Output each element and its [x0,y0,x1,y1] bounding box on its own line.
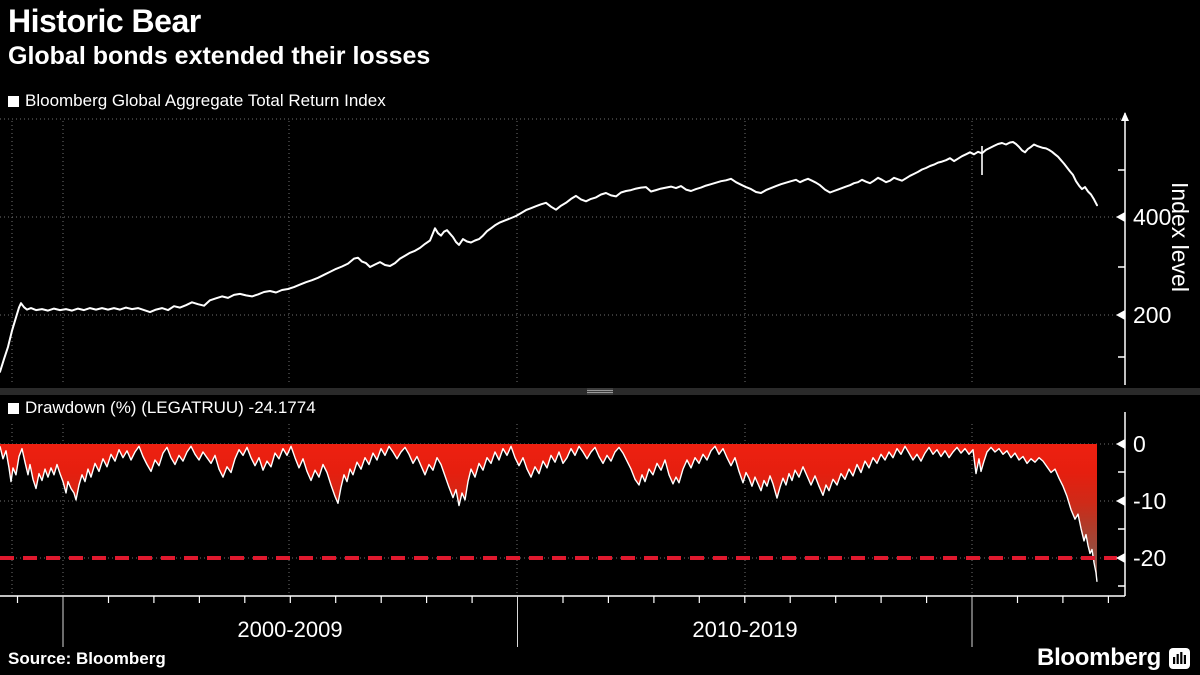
ytick-400: 400 [1133,204,1172,230]
xaxis-label-2000s: 2000-2009 [237,617,343,642]
source-note: Source: Bloomberg [8,649,166,668]
ytick-0: 0 [1133,431,1146,457]
panel-divider-handle[interactable] [587,388,613,395]
page-subtitle: Global bonds extended their losses [8,42,431,70]
top-legend-label: Bloomberg Global Aggregate Total Return … [25,91,386,110]
ytick-200: 200 [1133,302,1172,328]
bottom-panel-legend: Drawdown (%) (LEGATRUU) -24.1774 [8,398,316,418]
ytick-minus20: -20 [1133,545,1167,571]
ytick-minus10: -10 [1133,488,1167,514]
legend-swatch-icon [8,95,19,107]
bloomberg-logo: Bloomberg [1037,644,1190,672]
index-line [0,141,1098,373]
bottom-legend-label: Drawdown (%) (LEGATRUU) -24.1774 [25,398,316,417]
xaxis-label-2010s: 2010-2019 [692,617,798,642]
drawdown-line [0,445,1098,582]
bloomberg-bars-icon [1169,647,1190,669]
bloomberg-wordmark: Bloomberg [1037,644,1161,671]
axis-top-arrow-icon [1121,112,1129,121]
page-title: Historic Bear [8,3,201,39]
legend-swatch-icon [8,402,19,414]
gridlines [0,118,1122,595]
yaxis-title: Index level [1167,182,1193,292]
top-panel-legend: Bloomberg Global Aggregate Total Return … [8,91,386,111]
drawdown-area [0,444,1097,582]
axes [0,113,1126,597]
panel-divider [0,388,1200,395]
